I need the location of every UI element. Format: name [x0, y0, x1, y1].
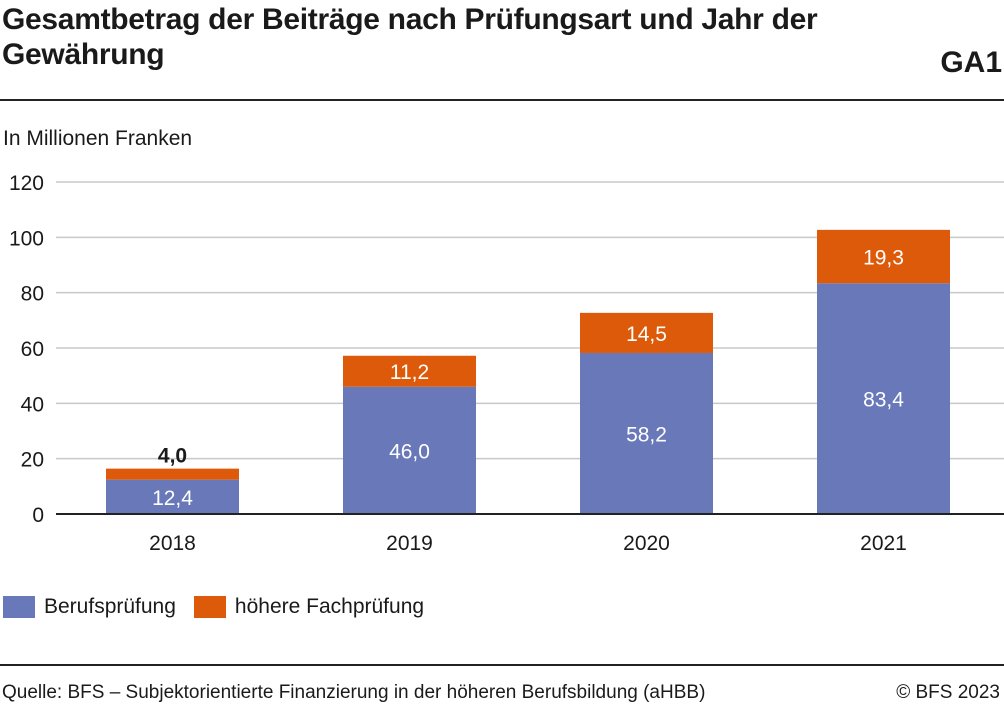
legend-swatch-berufspruefung [3, 596, 35, 618]
data-label: 12,4 [152, 487, 193, 510]
data-label: 4,0 [158, 445, 187, 468]
y-tick-label: 80 [21, 283, 44, 306]
legend-label-hoehere-fachpruefung: höhere Fachprüfung [234, 595, 425, 618]
source-note: Quelle: BFS – Subjektorientierte Finanzi… [2, 682, 706, 703]
top-divider [0, 99, 1004, 101]
unit-label: In Millionen Franken [3, 127, 193, 150]
data-label: 19,3 [863, 247, 904, 270]
legend-item-hoehere-fachpruefung: höhere Fachprüfung [193, 595, 425, 619]
bar-segment [106, 468, 239, 480]
y-tick-label: 120 [9, 172, 44, 195]
legend-label-berufspruefung: Berufsprüfung [44, 595, 176, 618]
chart-title: Gesamtbetrag der Beiträge nach Prüfungsa… [2, 3, 818, 71]
bar-segment [580, 352, 713, 514]
data-label: 11,2 [390, 361, 429, 384]
y-tick-label: 0 [32, 504, 44, 527]
bar-segment [343, 355, 476, 387]
x-tick-label: 2019 [386, 532, 433, 555]
legend-item-berufspruefung: Berufsprüfung [3, 595, 176, 619]
bar-segment [106, 479, 239, 514]
data-label: 83,4 [863, 389, 904, 412]
x-tick-label: 2021 [860, 532, 907, 555]
bar-segment [817, 283, 950, 514]
legend: Berufsprüfung höhere Fachprüfung [3, 595, 442, 619]
legend-swatch-hoehere-fachpruefung [193, 596, 226, 618]
x-tick-label: 2020 [623, 532, 670, 555]
y-tick-label: 100 [9, 227, 44, 250]
y-tick-label: 60 [21, 338, 44, 361]
bar-segment [343, 386, 476, 514]
data-label: 46,0 [389, 440, 430, 463]
data-label: 14,5 [626, 323, 667, 346]
copyright: © BFS 2023 [896, 682, 1000, 703]
bar-segment [580, 312, 713, 353]
y-tick-label: 40 [21, 393, 44, 416]
bottom-divider [0, 664, 1004, 666]
data-label: 58,2 [626, 423, 667, 446]
chart-code: GA1 [940, 46, 1002, 79]
bar-segment [817, 229, 950, 284]
x-tick-label: 2018 [149, 532, 196, 555]
stacked-bar-chart: 0 20 40 60 80 100 120 12,4 4,0 2018 46,0 11,2 2019 58… [9, 172, 1004, 555]
y-tick-label: 20 [21, 449, 44, 472]
